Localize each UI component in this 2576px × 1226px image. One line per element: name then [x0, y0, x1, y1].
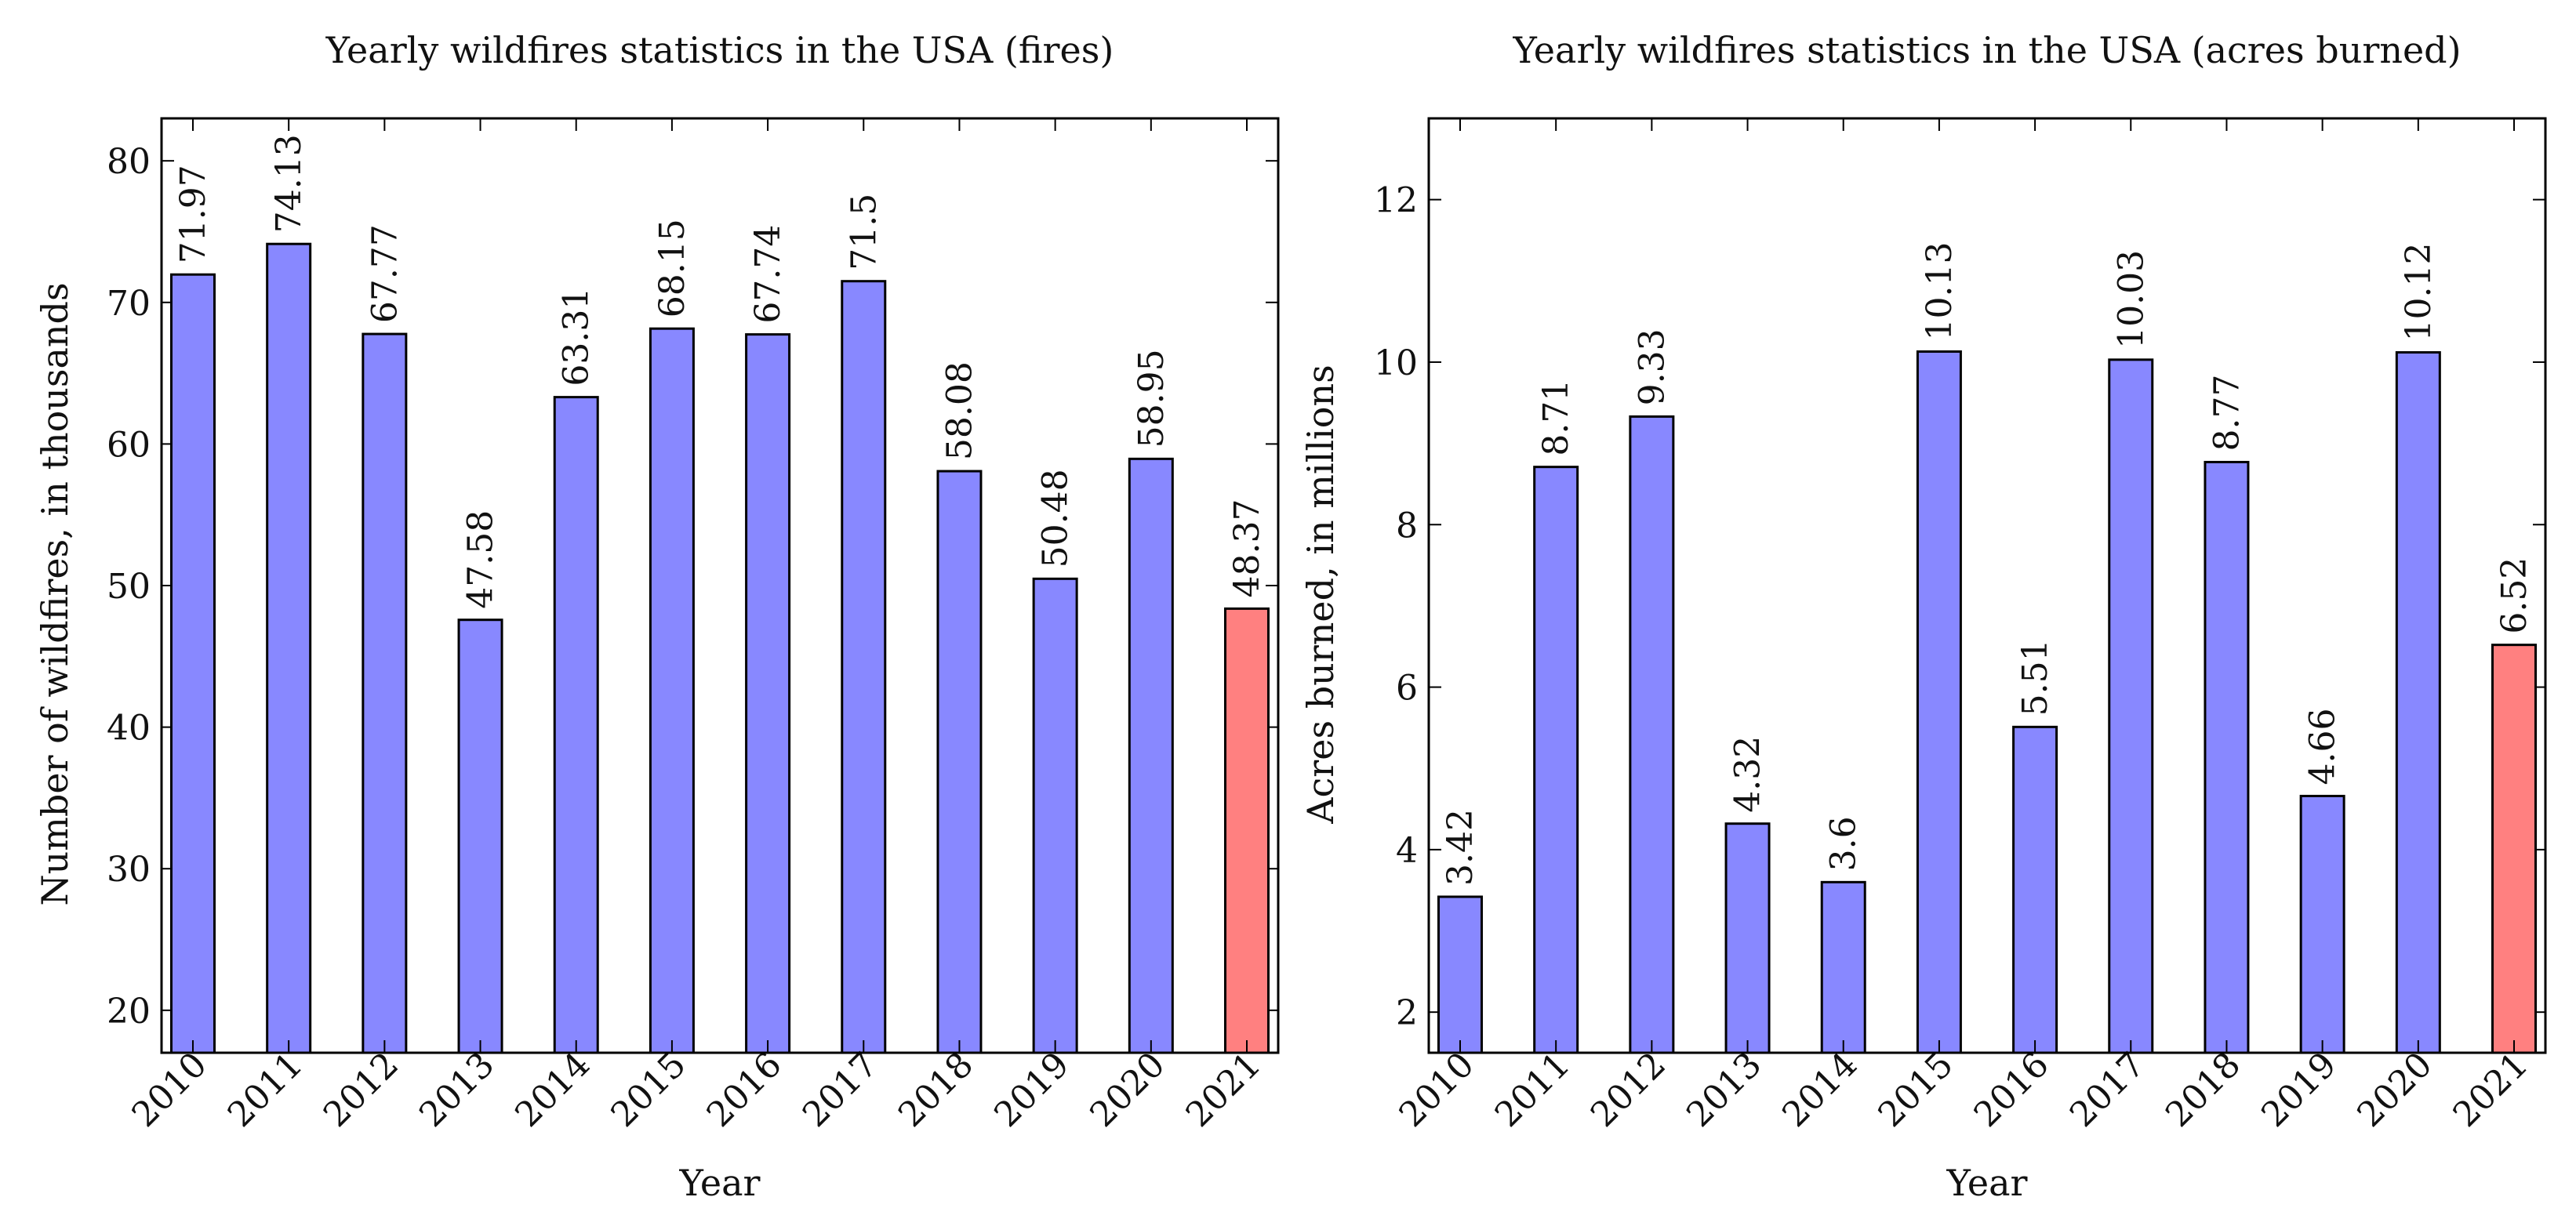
- data-label: 74.13: [269, 134, 309, 233]
- x-tick-label: 2015: [1870, 1045, 1960, 1135]
- data-label: 67.74: [748, 225, 788, 324]
- x-tick-label: 2021: [1179, 1045, 1269, 1135]
- data-label: 10.13: [1920, 242, 1960, 341]
- bar: [936, 470, 983, 1054]
- y-axis-label: Acres burned, in millions: [1299, 365, 1342, 824]
- x-tick-label: 2011: [220, 1045, 311, 1135]
- bar: [1533, 466, 1579, 1054]
- data-label: 10.03: [2111, 250, 2151, 349]
- y-tick-label: 30: [107, 850, 151, 890]
- data-label: 47.58: [461, 510, 501, 609]
- data-label: 48.37: [1227, 499, 1267, 597]
- data-label: 68.15: [652, 219, 692, 317]
- data-label: 50.48: [1036, 469, 1076, 568]
- x-tick-label: 2012: [1583, 1045, 1673, 1135]
- data-label: 71.97: [173, 165, 213, 263]
- x-tick-label: 2019: [986, 1045, 1077, 1135]
- bar: [1820, 880, 1866, 1054]
- y-tick-label: 12: [1374, 181, 1418, 221]
- y-tick-label: 8: [1396, 506, 1418, 546]
- bar: [553, 396, 599, 1054]
- x-tick-label: 2013: [412, 1045, 502, 1135]
- bar: [2491, 644, 2537, 1054]
- x-tick-label: 2013: [1679, 1045, 1769, 1135]
- plot-frame: [160, 117, 1280, 1054]
- bar: [1128, 457, 1174, 1054]
- x-tick-label: 2014: [507, 1045, 598, 1135]
- x-tick-label: 2020: [1082, 1045, 1172, 1135]
- x-tick-label: 2014: [1775, 1045, 1865, 1135]
- bar: [2108, 358, 2154, 1054]
- data-label: 3.6: [1824, 816, 1864, 871]
- x-tick-label: 2017: [795, 1045, 885, 1135]
- x-tick-label: 2010: [1392, 1045, 1482, 1135]
- data-label: 3.42: [1441, 809, 1481, 886]
- bar: [1916, 350, 1962, 1054]
- x-tick-label: 2016: [699, 1045, 790, 1135]
- bar: [1724, 822, 1771, 1054]
- data-label: 6.52: [2494, 557, 2534, 634]
- data-label: 8.71: [1536, 379, 1576, 456]
- data-label: 67.77: [365, 224, 405, 323]
- bar: [2395, 351, 2441, 1054]
- bar: [1629, 415, 1675, 1054]
- chart-fires: Yearly wildfires statistics in the USA (…: [34, 29, 1280, 1204]
- x-tick-label: 2018: [891, 1045, 981, 1135]
- data-label: 58.95: [1132, 349, 1172, 448]
- y-tick-label: 80: [107, 142, 151, 182]
- x-tick-label: 2010: [125, 1045, 215, 1135]
- y-tick-label: 50: [107, 567, 151, 607]
- x-tick-label: 2020: [2349, 1045, 2440, 1135]
- bar: [2299, 794, 2345, 1054]
- data-label: 63.31: [557, 288, 597, 386]
- bar: [2204, 460, 2250, 1054]
- plot-frame: [1427, 117, 2547, 1054]
- chart-title: Yearly wildfires statistics in the USA (…: [325, 29, 1114, 71]
- bar: [649, 327, 695, 1054]
- y-tick-label: 70: [107, 284, 151, 324]
- y-tick-label: 20: [107, 992, 151, 1032]
- bar: [841, 280, 887, 1054]
- bar: [457, 618, 503, 1054]
- bar: [1437, 895, 1483, 1054]
- y-axis-label: Number of wildfires, in thousands: [34, 282, 76, 905]
- bar: [362, 332, 408, 1054]
- data-label: 4.32: [1728, 736, 1768, 813]
- x-tick-label: 2017: [2062, 1045, 2153, 1135]
- x-tick-label: 2018: [2158, 1045, 2248, 1135]
- data-label: 4.66: [2303, 708, 2343, 785]
- y-tick-label: 40: [107, 709, 151, 749]
- y-tick-label: 2: [1396, 993, 1418, 1033]
- bar: [745, 333, 791, 1054]
- data-label: 9.33: [1632, 328, 1672, 405]
- data-label: 5.51: [2015, 639, 2055, 716]
- x-tick-label: 2019: [2254, 1045, 2344, 1135]
- x-tick-label: 2011: [1488, 1045, 1578, 1135]
- data-label: 58.08: [939, 361, 979, 460]
- y-tick-label: 4: [1396, 831, 1418, 871]
- chart-title: Yearly wildfires statistics in the USA (…: [1512, 29, 2461, 71]
- bar: [2012, 725, 2058, 1054]
- y-tick-label: 10: [1374, 343, 1418, 383]
- data-label: 71.5: [844, 194, 884, 270]
- data-label: 8.77: [2207, 374, 2247, 451]
- x-tick-label: 2015: [603, 1045, 693, 1135]
- x-tick-label: 2021: [2446, 1045, 2536, 1135]
- y-tick-label: 60: [107, 425, 151, 465]
- data-label: 10.12: [2399, 243, 2439, 342]
- chart-acres: Yearly wildfires statistics in the USA (…: [1299, 29, 2547, 1204]
- bar: [266, 242, 312, 1054]
- x-tick-label: 2012: [316, 1045, 406, 1135]
- x-axis-label: Year: [678, 1162, 760, 1204]
- bar: [170, 273, 216, 1054]
- x-axis-label: Year: [1946, 1162, 2027, 1204]
- y-tick-label: 6: [1396, 669, 1418, 709]
- bar: [1032, 577, 1078, 1054]
- bar: [1224, 607, 1270, 1054]
- x-tick-label: 2016: [1967, 1045, 2057, 1135]
